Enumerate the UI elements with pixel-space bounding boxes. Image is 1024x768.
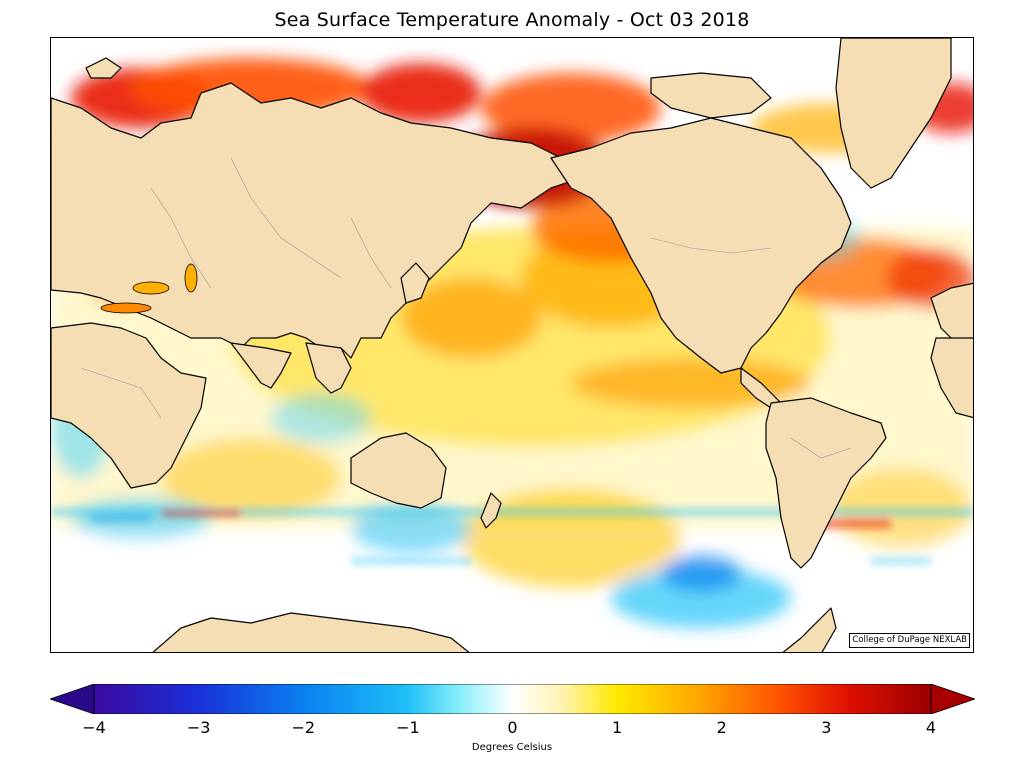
map-canvas <box>51 38 973 652</box>
new-zealand-land <box>480 492 502 529</box>
colorbar-label: Degrees Celsius <box>471 742 553 753</box>
india-land <box>230 342 292 389</box>
colorbar-tick-label: 2 <box>716 718 727 737</box>
africa-land <box>51 322 207 489</box>
colorbar-max-extend <box>930 684 975 714</box>
sst-anomaly-map: College of DuPage NEXLAB <box>50 37 974 653</box>
arctic-islands-land <box>650 72 772 119</box>
australia-land <box>350 432 447 509</box>
colorbar-tick-label: 1 <box>612 718 623 737</box>
colorbar <box>50 684 975 714</box>
eurasia-land <box>51 82 582 359</box>
colorbar-tick-label: −2 <box>291 718 316 737</box>
credit-label: College of DuPage NEXLAB <box>849 633 970 648</box>
colorbar-min-extend <box>50 684 95 714</box>
chart-title: Sea Surface Temperature Anomaly - Oct 03… <box>274 9 750 31</box>
greenland-land <box>835 38 952 189</box>
iceland-land <box>85 57 122 79</box>
antarctica-land <box>152 612 470 652</box>
anomaly-field <box>51 58 973 628</box>
colorbar-gradient <box>94 684 931 714</box>
colorbar-tick-label: 4 <box>925 718 937 737</box>
south-america-land <box>765 397 887 569</box>
indochina-land <box>305 342 352 394</box>
colorbar-tick-label: −3 <box>186 718 211 737</box>
western-europe-land <box>930 282 973 344</box>
colorbar-tick-label: −1 <box>396 718 420 737</box>
country-borders <box>80 157 852 459</box>
japan-land <box>400 262 430 304</box>
north-america-land <box>550 117 852 374</box>
colorbar-tick-label: −4 <box>82 718 106 737</box>
antarctic-peninsula-land <box>782 607 837 652</box>
inland-seas <box>100 263 198 314</box>
colorbar-tick-label: 3 <box>821 718 832 737</box>
land-masses <box>51 38 973 652</box>
colorbar-tick-label: 0 <box>507 718 518 737</box>
west-africa-land <box>930 337 973 419</box>
